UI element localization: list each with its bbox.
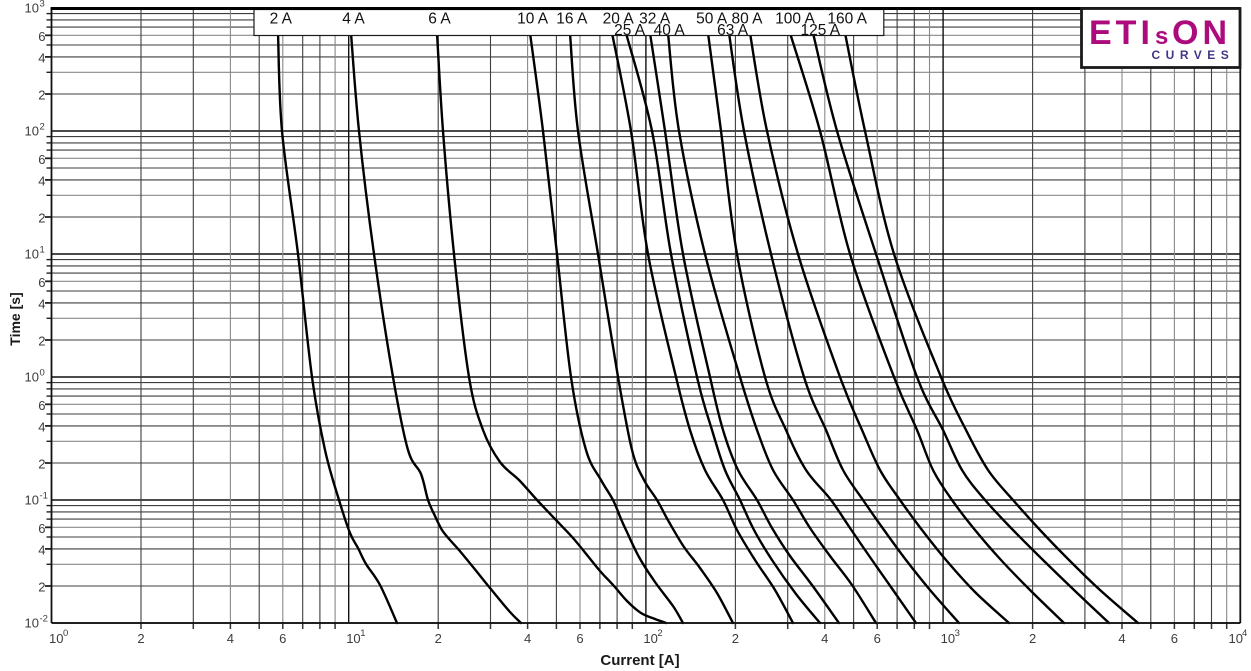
svg-text:10: 10 — [25, 1, 39, 16]
svg-text:ETI: ETI — [1089, 14, 1154, 52]
svg-text:10: 10 — [643, 631, 657, 646]
svg-text:-2: -2 — [40, 614, 48, 625]
svg-text:6 A: 6 A — [428, 11, 451, 28]
svg-text:10: 10 — [25, 616, 39, 631]
svg-text:6: 6 — [38, 521, 45, 536]
svg-text:2: 2 — [38, 457, 45, 472]
svg-text:4: 4 — [1242, 628, 1247, 639]
svg-text:10: 10 — [25, 370, 39, 385]
svg-text:1: 1 — [40, 245, 45, 256]
svg-text:4: 4 — [524, 631, 531, 646]
svg-text:10: 10 — [49, 631, 63, 646]
svg-text:6: 6 — [1171, 631, 1178, 646]
svg-text:CURVES: CURVES — [1152, 48, 1235, 62]
svg-text:50 A: 50 A — [696, 11, 728, 28]
svg-text:2: 2 — [38, 88, 45, 103]
svg-text:3: 3 — [955, 628, 960, 639]
svg-text:4 A: 4 A — [342, 11, 365, 28]
svg-text:6: 6 — [279, 631, 286, 646]
svg-text:6: 6 — [38, 275, 45, 290]
svg-text:16 A: 16 A — [556, 11, 588, 28]
svg-text:4: 4 — [38, 542, 45, 557]
svg-text:10: 10 — [25, 124, 39, 139]
svg-text:4: 4 — [38, 419, 45, 434]
svg-text:2: 2 — [38, 580, 45, 595]
svg-text:ON: ON — [1172, 14, 1231, 52]
svg-text:2: 2 — [38, 211, 45, 226]
svg-text:63 A: 63 A — [717, 22, 749, 39]
svg-text:2 A: 2 A — [270, 11, 293, 28]
svg-text:-1: -1 — [40, 491, 48, 502]
svg-text:2: 2 — [732, 631, 739, 646]
svg-text:s: s — [1155, 23, 1168, 50]
svg-text:4: 4 — [38, 50, 45, 65]
svg-text:2: 2 — [38, 334, 45, 349]
svg-text:2: 2 — [1029, 631, 1036, 646]
svg-text:32 A: 32 A — [639, 11, 671, 28]
svg-text:10: 10 — [346, 631, 360, 646]
svg-text:10: 10 — [941, 631, 955, 646]
svg-text:2: 2 — [657, 628, 662, 639]
svg-text:25 A: 25 A — [614, 22, 646, 39]
svg-text:4: 4 — [227, 631, 234, 646]
svg-text:2: 2 — [435, 631, 442, 646]
svg-text:4: 4 — [38, 173, 45, 188]
svg-text:2: 2 — [40, 122, 45, 133]
svg-text:6: 6 — [38, 29, 45, 44]
svg-text:6: 6 — [38, 398, 45, 413]
svg-text:10: 10 — [25, 493, 39, 508]
svg-text:10: 10 — [1229, 631, 1243, 646]
svg-text:4: 4 — [821, 631, 828, 646]
svg-text:10 A: 10 A — [517, 11, 549, 28]
svg-text:0: 0 — [40, 368, 45, 379]
svg-text:1: 1 — [360, 628, 365, 639]
svg-text:0: 0 — [63, 628, 68, 639]
svg-text:6: 6 — [576, 631, 583, 646]
svg-text:100 A: 100 A — [775, 11, 815, 28]
svg-text:2: 2 — [137, 631, 144, 646]
svg-text:6: 6 — [38, 152, 45, 167]
svg-text:160 A: 160 A — [827, 11, 867, 28]
svg-text:Current [A]: Current [A] — [600, 652, 679, 669]
svg-text:40 A: 40 A — [654, 22, 686, 39]
svg-text:20 A: 20 A — [603, 11, 635, 28]
svg-text:Time [s]: Time [s] — [7, 292, 23, 345]
svg-text:125 A: 125 A — [800, 22, 840, 39]
svg-text:4: 4 — [1118, 631, 1125, 646]
svg-text:4: 4 — [38, 296, 45, 311]
svg-text:6: 6 — [874, 631, 881, 646]
svg-text:3: 3 — [40, 0, 45, 10]
svg-text:80 A: 80 A — [731, 11, 763, 28]
svg-text:10: 10 — [25, 247, 39, 262]
